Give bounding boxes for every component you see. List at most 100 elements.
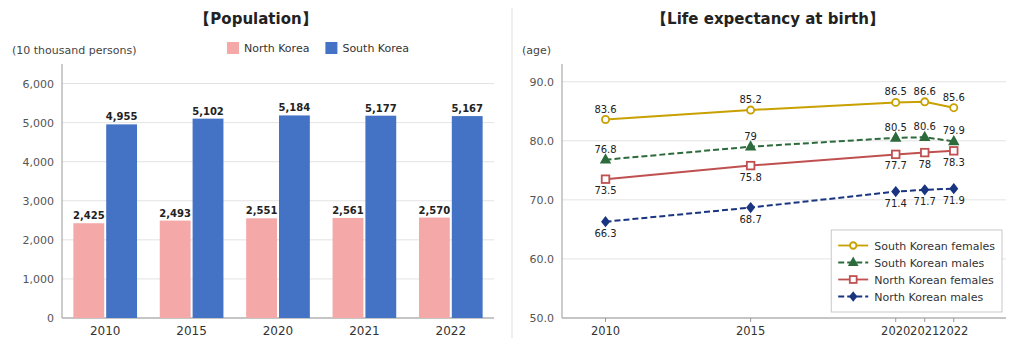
- marker: [921, 149, 929, 157]
- data-labels: 2,4252,4932,5512,5612,5704,9555,1025,184…: [73, 102, 483, 221]
- marker: [950, 104, 957, 111]
- y-axis-label: (10 thousand persons): [12, 44, 136, 57]
- marker: [892, 187, 899, 195]
- x-tick: [924, 318, 925, 322]
- legend: North Korea South Korea: [227, 42, 409, 55]
- data-label: 79.9: [943, 125, 965, 136]
- bar: [279, 115, 310, 318]
- y-tick-label: 90.0: [530, 76, 555, 89]
- marker: [747, 107, 754, 114]
- x-tick-label: 2020: [881, 324, 910, 338]
- data-label: 83.6: [594, 104, 616, 115]
- figure: 【Population】(10 thousand persons)01,0002…: [0, 0, 1024, 346]
- legend: South Korean females South Korean males No…: [831, 230, 1002, 312]
- bar: [106, 124, 137, 318]
- marker: [602, 175, 610, 183]
- data-label: 77.7: [885, 160, 907, 171]
- data-label: 73.5: [594, 185, 616, 196]
- y-axis-line: [562, 64, 563, 318]
- data-label: 71.9: [943, 195, 965, 206]
- data-label: 2,561: [332, 205, 364, 216]
- data-labels: 83.685.286.586.685.676.87980.580.679.973…: [594, 86, 965, 239]
- data-label: 85.6: [943, 92, 965, 103]
- marker: [950, 184, 957, 192]
- y-tick-label: 50.0: [530, 312, 555, 325]
- legend-label: South Korean females: [874, 240, 995, 253]
- y-axis-label: (age): [522, 44, 551, 57]
- y-tick-label: 0: [47, 312, 54, 325]
- data-label: 5,102: [192, 106, 224, 117]
- data-label: 71.7: [914, 196, 936, 207]
- data-label: 86.5: [885, 86, 907, 97]
- data-label: 66.3: [594, 228, 616, 239]
- background: [0, 0, 1024, 346]
- grid-line: [562, 318, 1006, 319]
- x-tick-label: 2010: [591, 324, 620, 338]
- marker: [950, 137, 958, 145]
- bar: [160, 221, 191, 318]
- data-label: 2,425: [73, 210, 105, 221]
- chart-title: 【Life expectancy at birth】: [652, 10, 884, 28]
- grid-line: [62, 83, 494, 84]
- x-tick: [750, 318, 751, 322]
- data-label: 5,167: [451, 103, 483, 114]
- legend-marker: [849, 258, 857, 265]
- data-label: 4,955: [106, 111, 138, 122]
- bar: [452, 116, 483, 318]
- data-label: 2,493: [159, 208, 191, 219]
- bar: [193, 119, 224, 318]
- bar: [246, 218, 277, 318]
- bar: [419, 218, 450, 318]
- marker: [892, 151, 900, 159]
- legend-frame: [831, 230, 1002, 312]
- bar: [365, 116, 396, 318]
- data-label: 71.4: [885, 198, 907, 209]
- legend-item: South Korea: [325, 42, 409, 55]
- x-tick-label: 2021: [910, 324, 939, 338]
- y-tick-label: 5,000: [23, 117, 55, 130]
- x-tick-label: 2020: [263, 324, 294, 338]
- marker: [892, 133, 900, 141]
- marker: [602, 218, 609, 226]
- x-axis-line: [562, 318, 1006, 319]
- x-tick-label: 2015: [736, 324, 765, 338]
- chart-bar: 【Population】(10 thousand persons)01,0002…: [12, 10, 494, 338]
- x-tick: [953, 318, 954, 322]
- x-tick: [895, 318, 896, 322]
- x-tick-label: 2022: [436, 324, 467, 338]
- data-label: 75.8: [739, 172, 761, 183]
- bar: [73, 223, 104, 318]
- y-tick-label: 60.0: [530, 253, 555, 266]
- y-axis-line: [62, 64, 63, 318]
- plot-area: [601, 98, 958, 226]
- legend-items: South Korean females South Korean males No…: [838, 240, 995, 304]
- line: [606, 102, 954, 120]
- data-label: 78: [918, 159, 931, 170]
- y-tick-label: 2,000: [23, 234, 55, 247]
- data-label: 79: [744, 131, 757, 142]
- data-label: 68.7: [739, 214, 761, 225]
- marker: [602, 116, 609, 123]
- data-label: 78.3: [943, 157, 965, 168]
- legend-label: North Korea: [244, 42, 309, 55]
- legend-label: North Korean males: [874, 291, 983, 304]
- grid-line: [562, 199, 1006, 200]
- legend-marker: [850, 276, 857, 283]
- legend-swatch: [227, 42, 239, 54]
- legend-label: South Korea: [342, 42, 409, 55]
- x-tick-label: 2015: [176, 324, 207, 338]
- bar: [333, 218, 364, 318]
- y-tick-label: 3,000: [23, 195, 55, 208]
- marker: [747, 203, 754, 211]
- data-label: 86.6: [914, 86, 936, 97]
- legend-marker: [850, 293, 856, 301]
- grid-line: [562, 140, 1006, 141]
- legend-item: North Korea: [227, 42, 309, 55]
- data-label: 80.5: [885, 122, 907, 133]
- chart-title: 【Population】: [195, 10, 316, 28]
- y-tick-label: 6,000: [23, 78, 55, 91]
- legend-swatch: [325, 42, 337, 54]
- data-label: 5,184: [279, 102, 311, 113]
- legend-label: South Korean males: [874, 257, 984, 270]
- line: [606, 137, 954, 159]
